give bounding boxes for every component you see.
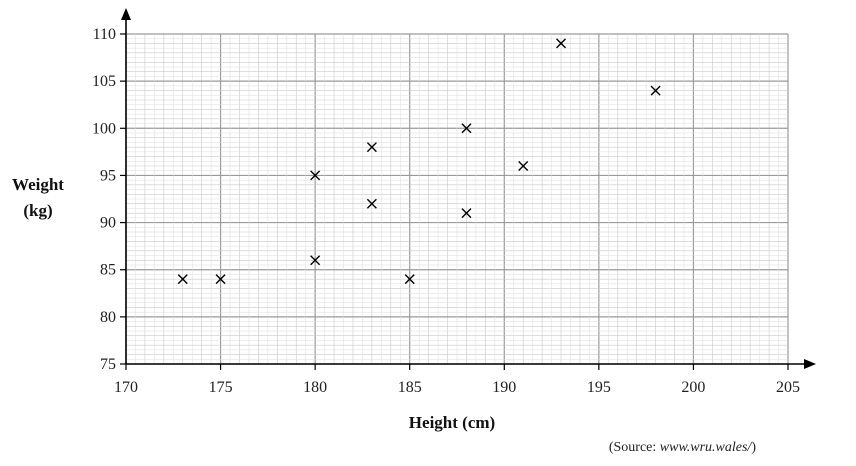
tick-labels: 170 175 180 185 190 195 200 205 75 80 85 90 95 100 105… — [92, 26, 800, 396]
source-prefix: (Source: — [608, 440, 660, 455]
data-point — [518, 161, 529, 171]
data-point — [366, 142, 377, 153]
x-axis-title: Height (cm) — [409, 413, 495, 432]
x-axis-arrowhead — [804, 359, 816, 369]
data-point — [556, 38, 567, 49]
y-tick-label: 80 — [100, 309, 116, 326]
x-tick-label: 170 — [114, 379, 138, 396]
y-tick-label: 90 — [100, 215, 116, 232]
x-tick-label: 185 — [398, 379, 422, 396]
y-axis-title-line-1: Weight — [12, 175, 64, 194]
y-tick-label: 85 — [100, 262, 116, 279]
data-point — [461, 208, 472, 219]
data-point — [404, 274, 415, 285]
data-point — [310, 255, 321, 266]
y-axis-arrowhead — [121, 8, 131, 20]
data-point — [650, 85, 661, 96]
y-tick-label: 95 — [100, 167, 116, 184]
y-tick-label: 75 — [100, 356, 116, 373]
data-point — [366, 198, 377, 209]
data-point — [215, 274, 226, 285]
data-point — [310, 170, 321, 181]
y-tick-label: 105 — [92, 73, 116, 90]
y-tick-label: 110 — [93, 26, 116, 43]
source-suffix: ) — [751, 440, 756, 455]
source-url: www.wru.wales/ — [659, 440, 752, 455]
x-tick-label: 180 — [303, 379, 327, 396]
axes — [121, 8, 816, 369]
source-note: (Source: www.wru.wales/) — [609, 440, 756, 456]
x-tick-label: 200 — [681, 379, 705, 396]
x-tick-label: 205 — [776, 379, 800, 396]
x-tick-label: 195 — [587, 379, 611, 396]
data-point — [177, 274, 188, 285]
data-points — [177, 38, 661, 285]
y-axis-title-line-2: (kg) — [23, 201, 52, 220]
x-tick-label: 190 — [492, 379, 516, 396]
x-tick-label: 175 — [209, 379, 233, 396]
data-point — [461, 123, 472, 134]
y-tick-label: 100 — [92, 120, 116, 137]
grid — [125, 33, 789, 365]
